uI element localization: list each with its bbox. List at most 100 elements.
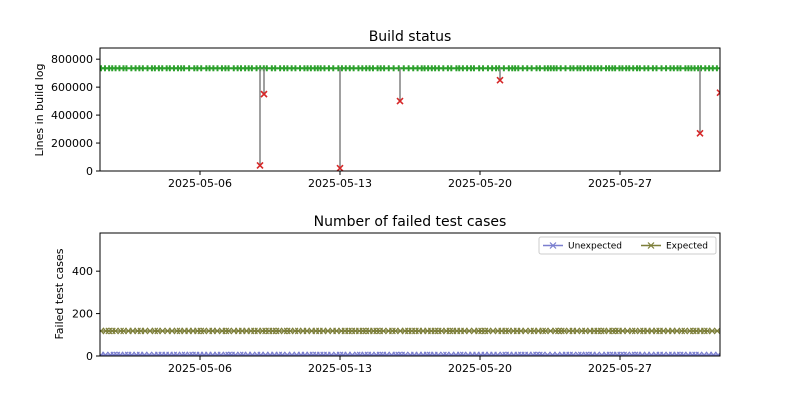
failed-tests-marker-expected: [539, 327, 547, 335]
build-failure-marker-b: [336, 164, 344, 171]
failed-tests-panel: Number of failed test cases Failed test …: [53, 214, 721, 375]
failed-tests-marker-unexpected-b: [576, 351, 582, 356]
failed-tests-marker-expected: [259, 327, 266, 335]
failed-tests-marker-expected-b: [573, 327, 581, 335]
failed-tests-marker-unexpected: [395, 351, 403, 356]
failed-tests-marker-unexpected-b: [545, 351, 551, 356]
failed-tests-marker-expected: [475, 327, 482, 335]
failed-tests-marker-expected: [373, 327, 381, 335]
failed-tests-marker-unexpected-b: [403, 351, 409, 356]
failed-tests-marker-unexpected-b: [594, 351, 601, 356]
build-status-ytick-label: 600000: [51, 81, 93, 94]
failed-tests-marker-unexpected: [582, 351, 590, 356]
failed-tests-marker-unexpected: [440, 351, 447, 356]
build-status-panel: Build status Lines in build log 0 200000 4…: [33, 29, 721, 190]
failed-tests-marker-expected-b: [609, 327, 616, 335]
failed-tests-marker-expected-b: [542, 327, 549, 335]
failed-tests-ylabel: Failed test cases: [53, 248, 66, 339]
failed-tests-marker-expected-b: [225, 327, 233, 335]
failed-tests-marker-expected: [173, 327, 181, 335]
failed-tests-marker-expected-b: [280, 327, 288, 335]
failed-tests-xtick-label: 2025-05-06: [168, 362, 232, 375]
failed-tests-marker-expected-b: [700, 327, 708, 335]
failed-tests-marker-expected: [573, 327, 581, 335]
failed-tests-xtick-label: 2025-05-13: [308, 362, 372, 375]
failed-tests-marker-unexpected: [145, 351, 153, 356]
failed-tests-marker-expected: [283, 327, 291, 335]
failed-tests-ticks: 0 200 400 2025-05-06 2025-05-13 2025-05-20 202…: [72, 265, 652, 375]
failed-tests-marker-unexpected: [248, 351, 256, 356]
failed-tests-marker-expected-b: [681, 327, 689, 335]
failed-tests-marker-expected-b: [373, 327, 381, 335]
failed-tests-marker-expected: [597, 327, 605, 335]
failed-tests-marker-expected: [708, 327, 716, 335]
failed-tests-marker-unexpected: [348, 351, 356, 356]
build-failure-marker-b: [260, 90, 268, 98]
failed-tests-marker-unexpected-b: [223, 351, 230, 356]
failed-tests-marker-expected: [628, 327, 636, 335]
failed-tests-marker-unexpected-b: [441, 351, 447, 356]
failed-tests-marker-expected-b: [522, 327, 529, 335]
build-status-ytick-label: 800000: [51, 53, 93, 66]
failed-tests-marker-expected: [200, 327, 208, 335]
failed-tests-marker-expected: [612, 327, 619, 335]
failed-tests-marker-expected: [280, 327, 288, 335]
failed-tests-marker-expected-b: [597, 327, 605, 335]
build-failure-marker: [496, 76, 504, 84]
failed-tests-marker-unexpected-b: [378, 351, 384, 356]
failed-tests-series-unexpected: [100, 351, 720, 356]
failed-tests-marker-unexpected: [617, 351, 625, 356]
failed-tests-marker-expected-b: [141, 327, 149, 335]
failed-tests-marker-unexpected-b: [329, 351, 335, 356]
failed-tests-marker-unexpected: [423, 351, 431, 356]
failed-tests-title: Number of failed test cases: [314, 214, 507, 230]
failed-tests-marker-expected-b: [272, 327, 280, 335]
failed-tests-marker-unexpected-b: [633, 351, 639, 356]
build-failure-marker: [396, 97, 404, 105]
failed-tests-marker-expected: [555, 327, 562, 335]
failed-tests-marker-expected: [542, 327, 549, 335]
failed-tests-marker-unexpected: [401, 351, 409, 356]
failed-tests-marker-expected-b: [159, 327, 166, 335]
failed-tests-marker-unexpected: [327, 351, 335, 356]
build-status-ticks: 0 200000 400000 600000 800000 2025-05-06 2025-…: [51, 53, 652, 190]
failed-tests-marker-expected-b: [557, 327, 565, 335]
failed-tests-marker-unexpected-b: [458, 351, 464, 356]
failed-tests-marker-expected-b: [222, 327, 230, 335]
failed-tests-marker-unexpected: [186, 351, 194, 356]
failed-tests-marker-expected: [609, 327, 616, 335]
failed-tests-marker-unexpected: [499, 351, 507, 356]
failed-tests-marker-expected: [552, 327, 559, 335]
failed-tests-marker-unexpected-b: [147, 351, 153, 356]
failed-tests-marker-expected: [151, 327, 159, 335]
failed-tests-marker-expected: [197, 327, 205, 335]
failed-tests-marker-expected-b: [173, 327, 181, 335]
failed-tests-marker-expected: [213, 327, 221, 335]
failed-tests-marker-expected-b: [708, 327, 716, 335]
failed-tests-marker-unexpected-b: [187, 351, 194, 356]
legend-label-unexpected: Unexpected: [568, 242, 622, 252]
build-success-marker: [186, 65, 193, 72]
failed-tests-marker-unexpected: [456, 351, 464, 356]
build-failure-marker: [256, 161, 264, 169]
build-failure-marker-b: [696, 129, 704, 137]
build-success-marker: [448, 65, 455, 72]
failed-tests-marker-expected-b: [117, 327, 125, 335]
build-failure-marker-b: [496, 76, 504, 84]
failed-tests-marker-expected: [388, 327, 396, 335]
failed-tests-marker-expected-b: [555, 327, 562, 335]
failed-tests-ytick-label: 400: [72, 265, 93, 278]
failed-tests-marker-unexpected: [376, 351, 384, 356]
failed-tests-marker-unexpected: [538, 351, 546, 356]
failed-tests-marker-expected: [272, 327, 280, 335]
failed-tests-marker-expected: [522, 327, 529, 335]
build-failure-marker: [696, 129, 704, 137]
failed-tests-marker-unexpected: [593, 351, 601, 356]
failed-tests-marker-expected-b: [168, 327, 176, 335]
failed-tests-marker-expected-b: [552, 327, 559, 335]
failed-tests-marker-unexpected: [178, 351, 186, 356]
failed-tests-marker-expected-b: [678, 327, 686, 335]
build-failure-marker-b: [716, 91, 720, 97]
failed-tests-legend: Unexpected Expected: [538, 236, 717, 255]
failed-tests-marker-expected-b: [446, 327, 454, 335]
